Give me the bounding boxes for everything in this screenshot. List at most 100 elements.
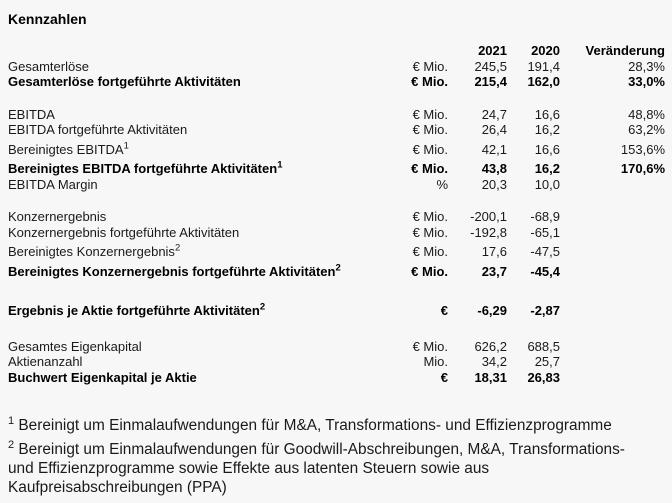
row-unit: € Mio.	[412, 338, 448, 354]
value-2020: -47,5	[530, 244, 560, 259]
column-header-2020: 2020	[531, 43, 560, 58]
value-2021: 43,8	[481, 161, 507, 176]
row-unit: € Mio.	[411, 263, 448, 279]
value-change: 33,0%	[628, 74, 665, 89]
value-2021: 18,31	[474, 369, 507, 385]
value-2020: -2,87	[530, 303, 560, 318]
row-unit: € Mio.	[412, 58, 448, 74]
row-unit: € Mio.	[412, 209, 448, 224]
value-2021: -6,29	[477, 303, 507, 318]
row-label: Gesamterlöse fortgeführte Aktivitäten	[8, 74, 241, 89]
table-row: EBITDA € Mio. 24,7 16,6 48,8%	[8, 107, 665, 123]
row-label: EBITDA	[8, 106, 55, 122]
footnote-ref: 2	[335, 262, 341, 274]
row-label: Konzernergebnis fortgeführte Aktivitäten	[8, 224, 240, 240]
footnote-1-text: Bereinigt um Einmalaufwendungen für M&A,…	[18, 417, 612, 434]
row-unit: € Mio.	[412, 141, 448, 157]
row-label: Bereinigtes EBITDA fortgeführte Aktivitä…	[8, 159, 283, 176]
value-2021: 245,5	[474, 58, 507, 74]
table-row: Buchwert Eigenkapital je Aktie €18,31 26,8…	[8, 370, 665, 386]
table-header-row: 2021 2020 Veränderung	[8, 43, 665, 59]
value-2021: 34,2	[481, 354, 507, 369]
value-2021: 215,4	[474, 74, 507, 89]
value-2020: 25,7	[534, 354, 560, 369]
footnote-ref: 2	[174, 242, 181, 254]
value-2021: 26,4	[481, 122, 507, 137]
value-2021: 17,6	[481, 244, 507, 259]
table-row: Gesamterlöse fortgeführte Aktivitäten € M…	[8, 74, 665, 90]
footnote-1: 1 Bereinigt um Einmalaufwendungen für M&…	[8, 414, 650, 435]
value-2021: 20,3	[481, 176, 507, 192]
value-change: 28,3%	[628, 58, 665, 74]
row-label: Bereinigtes EBITDA1	[8, 140, 129, 157]
footnote-ref: 2	[259, 301, 266, 313]
value-2020: 16,6	[534, 106, 560, 122]
value-2020: 26,83	[527, 369, 560, 385]
footnote-2-text: Bereinigt um Einmalaufwendungen für Good…	[8, 441, 625, 496]
value-2020: -68,9	[530, 209, 560, 224]
value-2020: 16,6	[534, 141, 560, 157]
value-2021: 626,2	[474, 338, 507, 354]
row-unit: € Mio.	[412, 122, 448, 137]
value-2020: -65,1	[530, 224, 560, 240]
table-row: Konzernergebnis € Mio. -200,1 -68,9	[8, 209, 665, 225]
row-label: Bereinigtes Konzernergebnis2	[8, 242, 181, 259]
table-row: Gesamterlöse € Mio. 245,5 191,4 28,3%	[8, 59, 665, 75]
page-title: Kennzahlen	[8, 11, 87, 27]
row-unit: € Mio.	[411, 161, 448, 176]
row-unit: €	[440, 303, 448, 318]
value-2021: 42,1	[481, 141, 507, 157]
row-label: Gesamtes Eigenkapital	[8, 338, 142, 354]
value-2020: -45,4	[530, 263, 560, 279]
row-label: EBITDA Margin	[8, 176, 98, 192]
table-row: Bereinigtes EBITDA1 € Mio. 42,1 16,6 153,6%	[8, 138, 665, 158]
value-2020: 191,4	[527, 58, 560, 74]
row-unit: € Mio.	[412, 244, 448, 259]
row-unit: Mio.	[423, 354, 448, 369]
table-row: EBITDA fortgeführte Aktivitäten € Mio. 26,…	[8, 122, 665, 138]
footnotes: 1 Bereinigt um Einmalaufwendungen für M&…	[8, 414, 650, 497]
value-change: 48,8%	[628, 106, 665, 122]
table-section: EBITDA € Mio. 24,7 16,6 48,8% EBITDA fortgefü…	[8, 107, 665, 193]
table-section: Gesamterlöse € Mio. 245,5 191,4 28,3% Gesamte…	[8, 59, 665, 90]
value-change: 170,6%	[620, 161, 665, 176]
table-section: Ergebnis je Aktie fortgeführte Aktivität…	[8, 299, 665, 319]
value-2020: 10,0	[534, 176, 560, 192]
table-row: Bereinigtes EBITDA fortgeführte Aktivitä…	[8, 157, 665, 177]
value-2020: 162,0	[527, 74, 560, 89]
table-row: Bereinigtes Konzernergebnis2 € Mio. 17,6 -4…	[8, 240, 665, 260]
table-row: Bereinigtes Konzernergebnis fortgeführte…	[8, 260, 665, 280]
key-figures-table: 2021 2020 Veränderung Gesamterlöse € Mio.…	[8, 43, 665, 385]
footnote-2: 2 Bereinigt um Einmalaufwendungen für Go…	[8, 438, 650, 497]
value-2021: -200,1	[470, 209, 507, 224]
table-row: Konzernergebnis fortgeführte Aktivitäten…	[8, 225, 665, 241]
table-row: Aktienanzahl Mio. 34,2 25,7	[8, 354, 665, 370]
row-label: Aktienanzahl	[8, 354, 83, 369]
row-label: Gesamterlöse	[8, 58, 89, 74]
footnote-2-marker: 2	[8, 438, 15, 451]
row-label: EBITDA fortgeführte Aktivitäten	[8, 122, 188, 137]
row-unit: € Mio.	[412, 106, 448, 122]
value-2020: 688,5	[527, 338, 560, 354]
column-header-change: Veränderung	[585, 43, 665, 58]
value-2021: -192,8	[470, 224, 507, 240]
table-row: Ergebnis je Aktie fortgeführte Aktivität…	[8, 299, 665, 319]
footnote-ref: 1	[123, 140, 129, 152]
footnote-ref: 1	[277, 159, 283, 171]
table-body: Gesamterlöse € Mio. 245,5 191,4 28,3% Gesamte…	[8, 59, 665, 386]
table-section: Gesamtes Eigenkapital € Mio. 626,2 688,5 Akt…	[8, 339, 665, 386]
value-2021: 24,7	[481, 106, 507, 122]
table-section: Konzernergebnis € Mio. -200,1 -68,9 Konzerne…	[8, 209, 665, 279]
row-unit: %	[436, 176, 448, 192]
footnote-1-marker: 1	[8, 414, 15, 427]
row-unit: €	[440, 369, 448, 385]
value-change: 153,6%	[620, 141, 665, 157]
table-row: Gesamtes Eigenkapital € Mio. 626,2 688,5	[8, 339, 665, 355]
column-header-2021: 2021	[478, 43, 507, 58]
row-unit: € Mio.	[412, 224, 448, 240]
value-2021: 23,7	[481, 263, 507, 279]
row-label: Buchwert Eigenkapital je Aktie	[8, 369, 197, 385]
table-row: EBITDA Margin% 20,3 10,0	[8, 177, 665, 193]
row-label: Bereinigtes Konzernergebnis fortgeführte…	[8, 262, 341, 279]
